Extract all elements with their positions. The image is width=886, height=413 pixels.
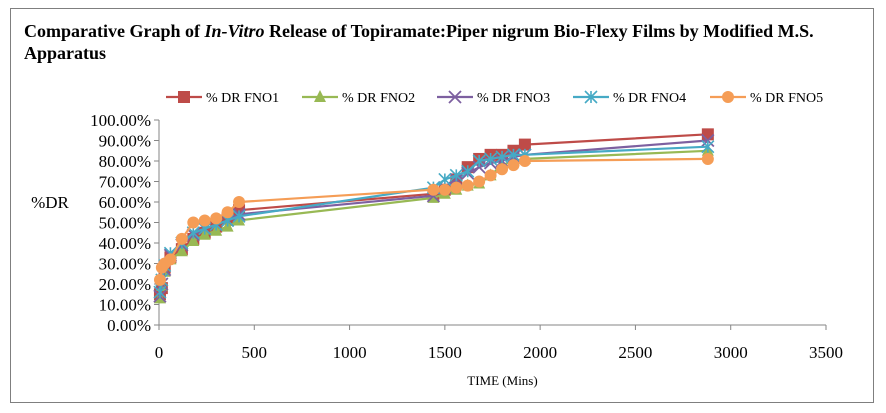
legend-item: % DR FNO4 [573, 90, 686, 106]
legend-item: % DR FNO1 [166, 91, 279, 106]
data-point [438, 183, 451, 196]
y-tick-label: 40.00% [99, 234, 151, 253]
data-point [496, 163, 509, 176]
data-point [153, 285, 167, 299]
data-point [701, 133, 715, 148]
data-point [232, 209, 246, 223]
y-tick-label: 70.00% [99, 173, 151, 192]
data-point [484, 169, 497, 182]
series-2 [153, 143, 714, 304]
data-point [461, 179, 474, 192]
legend-item: % DR FNO2 [302, 90, 415, 106]
x-tick-label: 500 [242, 343, 268, 362]
data-point [472, 154, 486, 168]
data-point [164, 253, 177, 266]
data-point [701, 140, 715, 154]
x-tick-label: 1500 [428, 343, 462, 362]
y-tick-label: 10.00% [99, 296, 151, 315]
y-tick-label: 20.00% [99, 275, 151, 294]
data-point [178, 91, 190, 103]
legend-item: % DR FNO3 [437, 90, 550, 106]
legend-label: % DR FNO5 [750, 91, 823, 106]
data-point [448, 90, 462, 104]
x-tick-label: 0 [155, 343, 164, 362]
x-axis-title: TIME (Mins) [467, 373, 537, 388]
data-point [427, 183, 440, 196]
chart-title: Comparative Graph of In-Vitro Release of… [24, 21, 814, 63]
data-point [450, 181, 463, 194]
y-tick-label: 50.00% [99, 214, 151, 233]
data-point [198, 214, 211, 227]
legend-label: % DR FNO1 [206, 91, 279, 106]
y-tick-label: 30.00% [99, 255, 151, 274]
data-point [175, 244, 188, 257]
data-point [473, 175, 486, 188]
legend-label: % DR FNO2 [342, 91, 415, 106]
y-tick-label: 100.00% [90, 111, 151, 130]
data-point [506, 148, 521, 162]
series-5 [153, 152, 714, 286]
data-point [449, 168, 463, 182]
data-point [187, 233, 200, 246]
data-point [484, 152, 498, 166]
data-point [438, 172, 452, 187]
y-tick-label: 90.00% [99, 132, 151, 151]
x-tick-label: 3500 [809, 343, 843, 362]
x-tick-label: 2500 [618, 343, 652, 362]
data-point [210, 212, 223, 225]
legend-label: % DR FNO3 [477, 91, 550, 106]
data-point [153, 273, 166, 286]
y-tick-label: 0.00% [107, 316, 151, 335]
x-tick-label: 1000 [333, 343, 367, 362]
x-tick-label: 3000 [714, 343, 748, 362]
data-point [175, 232, 188, 245]
y-tick-label: 60.00% [99, 193, 151, 212]
data-point [221, 206, 234, 219]
legend-label: % DR FNO4 [613, 91, 686, 106]
data-point [314, 90, 326, 102]
data-point [187, 216, 200, 229]
legend-item: % DR FNO5 [710, 91, 823, 106]
data-point [518, 155, 531, 167]
y-axis-title: %DR [31, 193, 69, 212]
data-point [233, 196, 246, 208]
data-point [495, 150, 509, 164]
data-point [518, 138, 531, 151]
data-point [701, 152, 714, 165]
x-tick-label: 2000 [523, 343, 557, 362]
chart-frame [10, 8, 874, 403]
data-point [584, 90, 598, 104]
data-point [722, 91, 734, 103]
data-point [701, 128, 714, 141]
data-point [507, 159, 520, 172]
data-point [461, 164, 475, 178]
y-tick-label: 80.00% [99, 152, 151, 171]
